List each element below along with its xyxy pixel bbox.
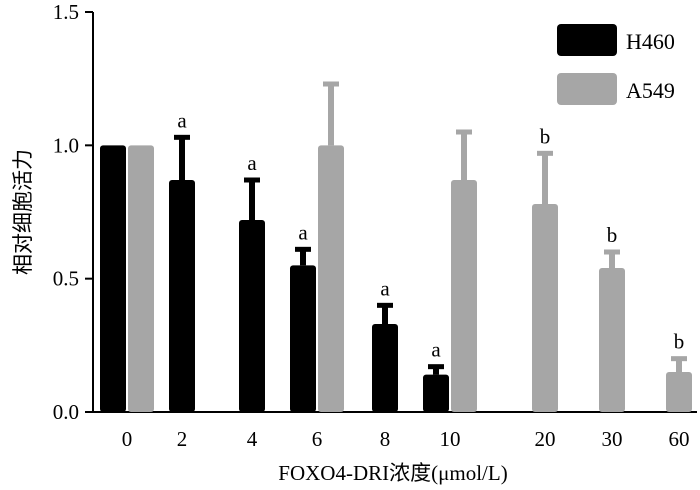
- x-axis: 0 2 4 6 8 10 20 30 60: [93, 411, 697, 451]
- x-tick-label: 10: [440, 427, 461, 451]
- x-tick-label: 30: [602, 427, 623, 451]
- bar-a549: [599, 268, 625, 412]
- y-tick-label: 1.5: [53, 0, 79, 24]
- x-tick-label: 60: [669, 427, 690, 451]
- legend-swatch-h460: [557, 24, 617, 56]
- significance-label: a: [298, 220, 308, 244]
- bar-a549: [318, 145, 344, 413]
- y-axis: 0.0 0.5 1.0 1.5: [53, 0, 94, 424]
- bar-h460: [169, 180, 195, 412]
- significance-label: a: [431, 338, 441, 362]
- significance-label: b: [607, 223, 618, 247]
- bar-a549: [666, 372, 692, 412]
- bar-h460: [100, 145, 126, 413]
- bar-h460: [239, 220, 265, 412]
- significance-label: a: [247, 151, 257, 175]
- legend-swatch-a549: [557, 73, 617, 105]
- legend-label-h460: H460: [626, 29, 675, 54]
- significance-label: b: [540, 124, 551, 148]
- x-tick-label: 8: [380, 427, 391, 451]
- significance-label: a: [177, 108, 187, 132]
- bar-h460: [372, 324, 398, 412]
- x-tick-label: 2: [177, 427, 188, 451]
- y-tick-label: 1.0: [53, 133, 79, 157]
- significance-label: a: [380, 276, 390, 300]
- y-tick-label: 0.0: [53, 400, 79, 424]
- x-tick-label: 4: [247, 427, 258, 451]
- y-tick-label: 0.5: [53, 267, 79, 291]
- bar-h460: [290, 265, 316, 412]
- x-tick-label: 20: [535, 427, 556, 451]
- significance-label: b: [674, 330, 685, 354]
- legend-label-a549: A549: [626, 78, 675, 103]
- x-tick-label: 0: [122, 427, 133, 451]
- bars: a a a a a b b b: [100, 81, 692, 413]
- x-tick-label: 6: [312, 427, 323, 451]
- bar-a549: [128, 145, 154, 413]
- bar-a549: [532, 204, 558, 412]
- y-axis-title: 相对细胞活力: [11, 149, 35, 275]
- bar-h460: [423, 374, 449, 412]
- bar-a549: [451, 180, 477, 412]
- legend: H460 A549: [557, 24, 675, 105]
- x-axis-title: FOXO4-DRI浓度(μmol/L): [278, 461, 507, 485]
